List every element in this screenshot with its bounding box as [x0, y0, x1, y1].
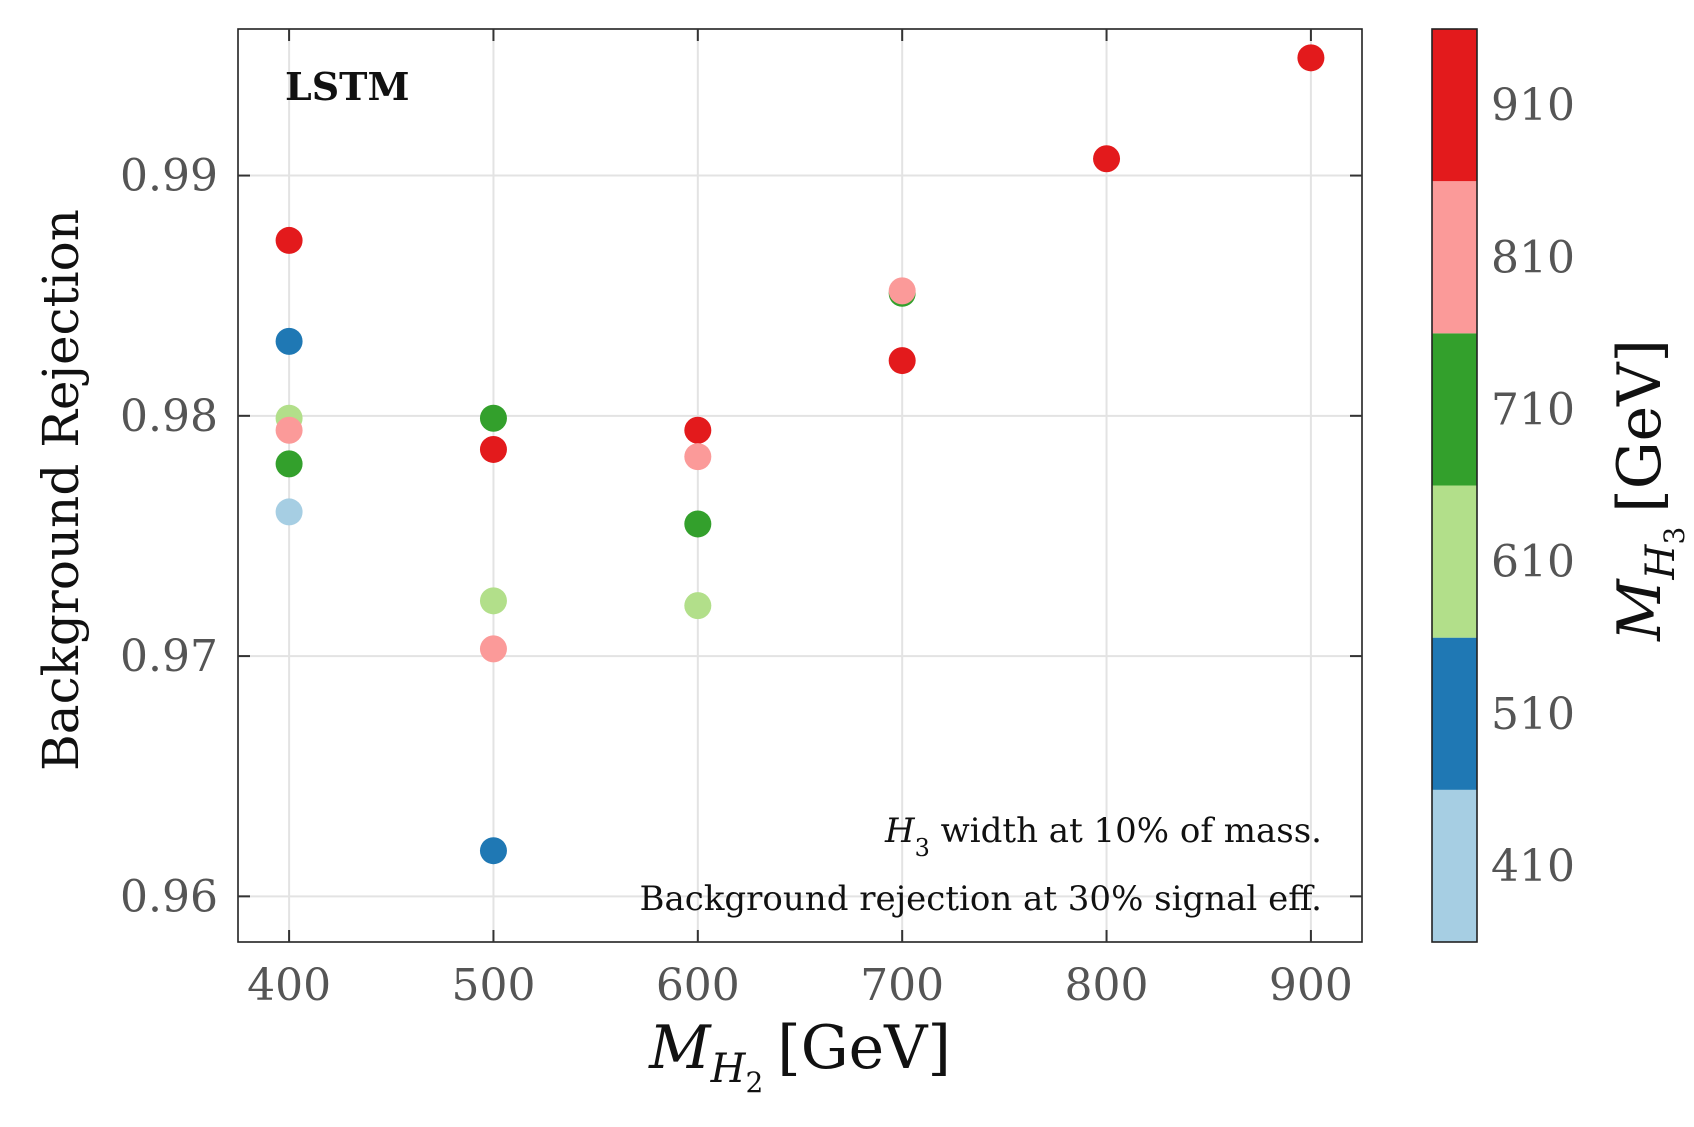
y-tick-label: 0.98 [120, 391, 218, 442]
data-point [479, 404, 507, 432]
colorbar-segment [1432, 181, 1477, 334]
colorbar-tick-label: 710 [1491, 384, 1575, 435]
colorbar-segment [1432, 637, 1477, 790]
grid-lines [238, 29, 1362, 942]
colorbar-tick-label: 510 [1491, 689, 1575, 740]
colorbar-label: MH3[GeV] [1605, 339, 1691, 642]
data-point [479, 635, 507, 663]
colorbar-tick-label: 810 [1491, 232, 1575, 283]
data-point [275, 226, 303, 254]
model-label: LSTM [285, 64, 410, 109]
plot-frame [237, 28, 1363, 943]
colorbar-tick-labels: 410 510 610 710 810 910 [1491, 80, 1575, 892]
data-point [275, 416, 303, 444]
x-tick-label: 500 [451, 960, 535, 1011]
annotation-width: H3 width at 10% of mass. [884, 811, 1322, 862]
y-tick-label: 0.99 [120, 151, 218, 202]
data-point [479, 837, 507, 865]
annotation-rejection: Background rejection at 30% signal eff. [640, 879, 1322, 919]
data-point [1297, 44, 1325, 72]
colorbar-segment [1432, 29, 1477, 182]
x-tick-label: 400 [247, 960, 331, 1011]
data-point [275, 498, 303, 526]
colorbar-tick-label: 610 [1491, 537, 1575, 588]
colorbar-tick-label: 410 [1491, 841, 1575, 892]
data-point [275, 327, 303, 355]
axis-ticks [238, 29, 1362, 942]
data-point [684, 443, 712, 471]
x-tick-label: 900 [1269, 960, 1353, 1011]
colorbar-segment [1432, 789, 1477, 942]
data-point [479, 435, 507, 463]
data-point [684, 510, 712, 538]
x-tick-label: 600 [656, 960, 740, 1011]
colorbar-tick-label: 910 [1491, 80, 1575, 131]
colorbar [1432, 29, 1477, 942]
data-point [1093, 145, 1121, 173]
data-point [684, 416, 712, 444]
x-tick-label: 700 [860, 960, 944, 1011]
data-point [888, 347, 916, 375]
data-point [684, 592, 712, 620]
x-axis-label: MH2 [GeV] [648, 1013, 951, 1099]
data-point [479, 587, 507, 615]
x-tick-label: 800 [1065, 960, 1149, 1011]
colorbar-segment [1432, 333, 1477, 486]
y-axis-label: Background Rejection [32, 209, 90, 771]
y-tick-label: 0.97 [120, 631, 218, 682]
colorbar-frame [1431, 28, 1478, 943]
data-points [275, 44, 1325, 865]
colorbar-segment [1432, 485, 1477, 638]
y-tick-label: 0.96 [120, 871, 218, 922]
data-point [888, 277, 916, 305]
data-point [275, 450, 303, 478]
